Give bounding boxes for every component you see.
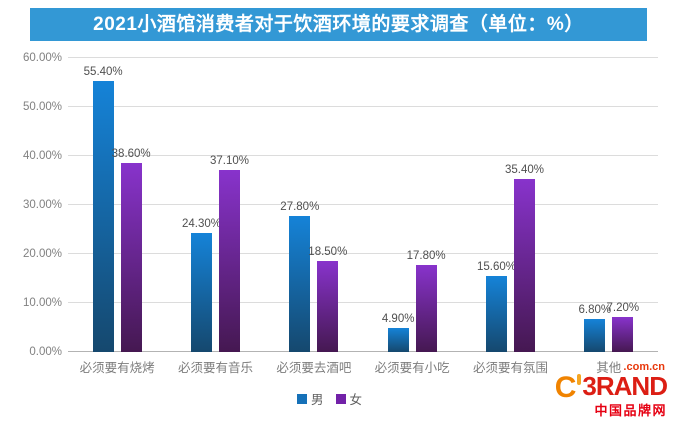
y-tick-label: 20.00% (22, 248, 62, 261)
gridline (68, 204, 658, 205)
legend-female-label: 女 (349, 393, 363, 407)
x-axis: 必须要有烧烤 必须要有音乐 必须要去酒吧 必须要有小吃 必须要有氛围 其他 (68, 357, 658, 376)
y-tick-label: 0.00% (29, 346, 62, 358)
logo-domain-text: .com.cn (623, 361, 665, 373)
x-category-label: 必须要去酒吧 (276, 361, 352, 375)
plot-area: 55.40% 38.60% 24.30% 37.10% 27.80% 18.50% 4.90… (68, 57, 658, 352)
bar-group: 24.30% 37.10% (166, 58, 264, 352)
legend-male-swatch (297, 393, 307, 404)
gridline (68, 57, 658, 58)
bar-female-4: 35.40% (505, 164, 544, 352)
logo-brand-text: 3RAND (582, 371, 668, 401)
logo-tick-icon (577, 374, 582, 385)
logo-chinese-name: 中国品牌网 (594, 403, 667, 418)
bar-group: 15.60% 35.40% (461, 58, 559, 352)
x-category-label: 必须要有小吃 (374, 361, 450, 375)
bar-female-3: 17.80% (407, 250, 446, 352)
y-tick-label: 60.00% (22, 52, 62, 64)
bar-value-label: 24.30% (181, 217, 221, 230)
gridline (68, 253, 658, 254)
legend-female-swatch (335, 393, 346, 404)
bar-male-2: 27.80% (280, 201, 319, 352)
bar-male-4: 15.60% (477, 261, 516, 352)
bar-value-label: 55.40% (83, 65, 123, 78)
gridline (68, 351, 658, 352)
y-tick-label: 40.00% (22, 150, 62, 163)
logo-wordmark: C 3RAND (554, 371, 668, 404)
bar-value-label: 37.10% (209, 155, 249, 168)
y-tick-label: 30.00% (22, 199, 62, 211)
legend: 男 女 (297, 389, 370, 408)
x-category-label: 必须要有音乐 (177, 361, 253, 375)
bar-female-2: 18.50% (308, 246, 347, 352)
bar-value-label: 27.80% (280, 200, 320, 213)
brand-watermark-logo: .com.cn C 3RAND 中国品牌网 (554, 361, 668, 418)
bar-value-label: 38.60% (111, 147, 151, 160)
bar-value-label: 35.40% (504, 163, 544, 176)
bar-female-1: 37.10% (210, 155, 249, 352)
bar-male-0: 55.40% (84, 66, 123, 352)
bar-value-label: 18.50% (308, 246, 348, 259)
bar-male-5: 6.80% (578, 304, 611, 352)
gridline (68, 302, 658, 303)
bar-female-0: 38.60% (112, 148, 151, 352)
legend-male-label: 男 (311, 393, 324, 407)
x-category-label: 必须要有烧烤 (79, 361, 155, 375)
bar-value-label: 4.90% (381, 313, 415, 325)
bar-value-label: 6.80% (578, 303, 612, 316)
bar-group: 4.90% 17.80% (363, 58, 461, 352)
logo-letter-c: C (554, 371, 577, 404)
bar-female-5: 7.20% (606, 302, 639, 352)
bar-male-3: 4.90% (382, 313, 414, 352)
gridline (68, 106, 658, 107)
bar-group: 55.40% 38.60% (68, 58, 166, 352)
x-category-label: 必须要有氛围 (472, 361, 548, 375)
chart-title: 2021小酒馆消费者对于饮酒环境的要求调查（单位：%） (30, 8, 647, 41)
bar-male-1: 24.30% (182, 218, 221, 352)
bar-value-label: 7.20% (606, 301, 640, 314)
bar-value-label: 15.60% (476, 260, 516, 273)
bar-value-label: 17.80% (406, 249, 446, 262)
gridline (68, 155, 658, 156)
y-axis: 0.00% 10.00% 20.00% 30.00% 40.00% 50.00% 60.00… (0, 52, 62, 358)
x-category-label: 其他 (596, 361, 622, 375)
y-tick-label: 50.00% (22, 101, 62, 113)
y-tick-label: 10.00% (22, 297, 62, 310)
bar-group: 27.80% 18.50% (265, 58, 363, 352)
bar-group: 6.80% 7.20% (560, 58, 658, 352)
